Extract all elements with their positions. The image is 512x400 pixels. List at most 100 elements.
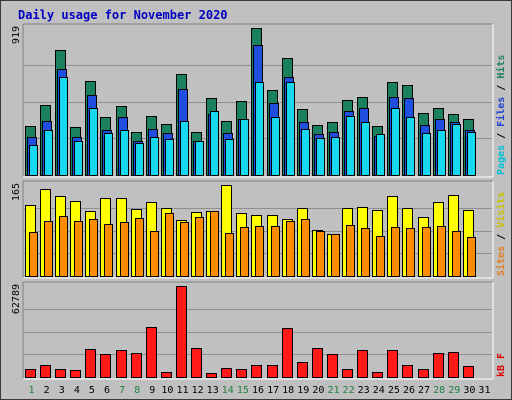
- panel-visits-legend: Sites / Visits: [495, 192, 507, 276]
- bar-hits-pages-day-28: [437, 130, 446, 176]
- x-tick-label-day-26: 26: [403, 385, 415, 396]
- legend-entry: Visits: [495, 192, 507, 228]
- series-kb-f: [25, 286, 474, 378]
- x-tick-label-day-20: 20: [312, 385, 324, 396]
- bar-hits-pages-day-4: [74, 141, 83, 176]
- x-tick-label-day-6: 6: [104, 385, 110, 396]
- bar-kbytes-kb-f-day-23: [357, 350, 368, 378]
- bar-visits-sites-day-24: [376, 236, 385, 277]
- x-tick-label-day-14: 14: [222, 385, 234, 396]
- bar-hits-pages-day-30: [467, 132, 476, 176]
- bar-kbytes-kb-f-day-6: [100, 354, 111, 378]
- bar-kbytes-kb-f-day-13: [206, 373, 217, 378]
- x-tick-label-day-27: 27: [418, 385, 430, 396]
- bar-hits-pages-day-24: [376, 134, 385, 176]
- bar-hits-pages-day-2: [44, 130, 53, 176]
- bar-hits-pages-day-25: [391, 108, 400, 176]
- x-tick-label-day-25: 25: [388, 385, 400, 396]
- bar-visits-sites-day-11: [180, 222, 189, 277]
- bar-hits-pages-day-26: [406, 117, 415, 176]
- x-tick-label-day-29: 29: [448, 385, 460, 396]
- bar-kbytes-kb-f-day-19: [297, 362, 308, 378]
- bar-kbytes-kb-f-day-30: [463, 366, 474, 378]
- bar-visits-sites-day-25: [391, 227, 400, 277]
- bar-visits-sites-day-21: [331, 234, 340, 277]
- bar-visits-sites-day-15: [240, 227, 249, 277]
- bar-kbytes-kb-f-day-2: [40, 365, 51, 378]
- panel-hits-ymax-label: 919: [11, 26, 22, 44]
- series-pages: [29, 77, 476, 176]
- bar-visits-sites-day-19: [301, 219, 310, 277]
- x-tick-label-day-28: 28: [433, 385, 445, 396]
- bar-hits-pages-day-21: [331, 137, 340, 176]
- bar-visits-sites-day-7: [120, 222, 129, 277]
- bar-hits-pages-day-11: [180, 121, 189, 176]
- x-tick-label-day-12: 12: [192, 385, 204, 396]
- panel-hits: 919 Pages / Files / Hits: [11, 23, 507, 178]
- x-tick-label-day-23: 23: [358, 385, 370, 396]
- bar-hits-pages-day-5: [89, 108, 98, 176]
- panel-kbytes: 62789 kB F: [11, 281, 507, 380]
- x-tick-label-day-5: 5: [89, 385, 95, 396]
- bar-visits-sites-day-10: [165, 213, 174, 277]
- x-tick-label-day-16: 16: [252, 385, 264, 396]
- bar-kbytes-kb-f-day-27: [418, 369, 429, 378]
- x-tick-label-day-8: 8: [134, 385, 140, 396]
- series-sites: [29, 211, 476, 277]
- bar-hits-pages-day-20: [316, 138, 325, 176]
- x-tick-label-day-19: 19: [297, 385, 309, 396]
- bar-visits-sites-day-26: [406, 228, 415, 277]
- bar-visits-sites-day-13: [210, 211, 219, 277]
- bar-hits-pages-day-13: [210, 111, 219, 176]
- bar-kbytes-kb-f-day-28: [433, 353, 444, 378]
- bar-kbytes-kb-f-day-8: [131, 353, 142, 378]
- bar-kbytes-kb-f-day-17: [267, 365, 278, 378]
- bar-visits-sites-day-20: [316, 231, 325, 277]
- x-tick-label-day-10: 10: [161, 385, 173, 396]
- x-tick-label-day-30: 30: [463, 385, 475, 396]
- bar-kbytes-kb-f-day-10: [161, 372, 172, 378]
- bar-kbytes-kb-f-day-21: [327, 354, 338, 378]
- bar-visits-sites-day-6: [104, 224, 113, 277]
- panel-hits-legend: Pages / Files / Hits: [495, 55, 507, 175]
- x-tick-label-day-2: 2: [44, 385, 50, 396]
- bar-hits-pages-day-18: [286, 82, 295, 176]
- bar-visits-sites-day-5: [89, 219, 98, 277]
- legend-entry: Hits: [495, 55, 507, 79]
- bar-kbytes-kb-f-day-24: [372, 372, 383, 378]
- bar-hits-pages-day-14: [225, 139, 234, 176]
- bar-visits-sites-day-12: [195, 217, 204, 277]
- x-tick-label-day-7: 7: [119, 385, 125, 396]
- bar-visits-sites-day-3: [59, 216, 68, 277]
- bar-hits-pages-day-7: [120, 130, 129, 176]
- x-tick-label-day-1: 1: [29, 385, 35, 396]
- x-tick-label-day-9: 9: [149, 385, 155, 396]
- legend-entry: Pages: [496, 145, 507, 175]
- bar-hits-pages-day-19: [301, 129, 310, 176]
- bar-kbytes-kb-f-day-15: [236, 369, 247, 378]
- bar-visits-sites-day-4: [74, 221, 83, 277]
- panel-visits-ymax-label: 165: [11, 183, 22, 201]
- bar-kbytes-kb-f-day-12: [191, 348, 202, 378]
- bar-kbytes-kb-f-day-18: [282, 328, 293, 378]
- bar-kbytes-kb-f-day-26: [402, 365, 413, 378]
- x-tick-label-day-11: 11: [176, 385, 188, 396]
- bar-visits-sites-day-16: [255, 226, 264, 277]
- legend-entry: /: [496, 79, 507, 97]
- legend-entry: kB F: [496, 353, 507, 377]
- bar-kbytes-kb-f-day-29: [448, 352, 459, 378]
- x-tick-label-day-22: 22: [343, 385, 355, 396]
- x-tick-label-day-4: 4: [74, 385, 80, 396]
- bar-visits-sites-day-2: [44, 221, 53, 277]
- bar-visits-sites-day-23: [361, 228, 370, 277]
- bar-visits-sites-day-28: [437, 226, 446, 277]
- bar-hits-pages-day-3: [59, 77, 68, 176]
- x-tick-label-day-3: 3: [59, 385, 65, 396]
- bar-hits-pages-day-15: [240, 119, 249, 176]
- bar-visits-sites-day-14: [225, 233, 234, 277]
- bar-visits-sites-day-27: [422, 227, 431, 277]
- bar-kbytes-kb-f-day-11: [176, 286, 187, 378]
- bar-hits-pages-day-29: [452, 124, 461, 176]
- x-tick-label-day-18: 18: [282, 385, 294, 396]
- legend-entry: Files: [495, 97, 507, 127]
